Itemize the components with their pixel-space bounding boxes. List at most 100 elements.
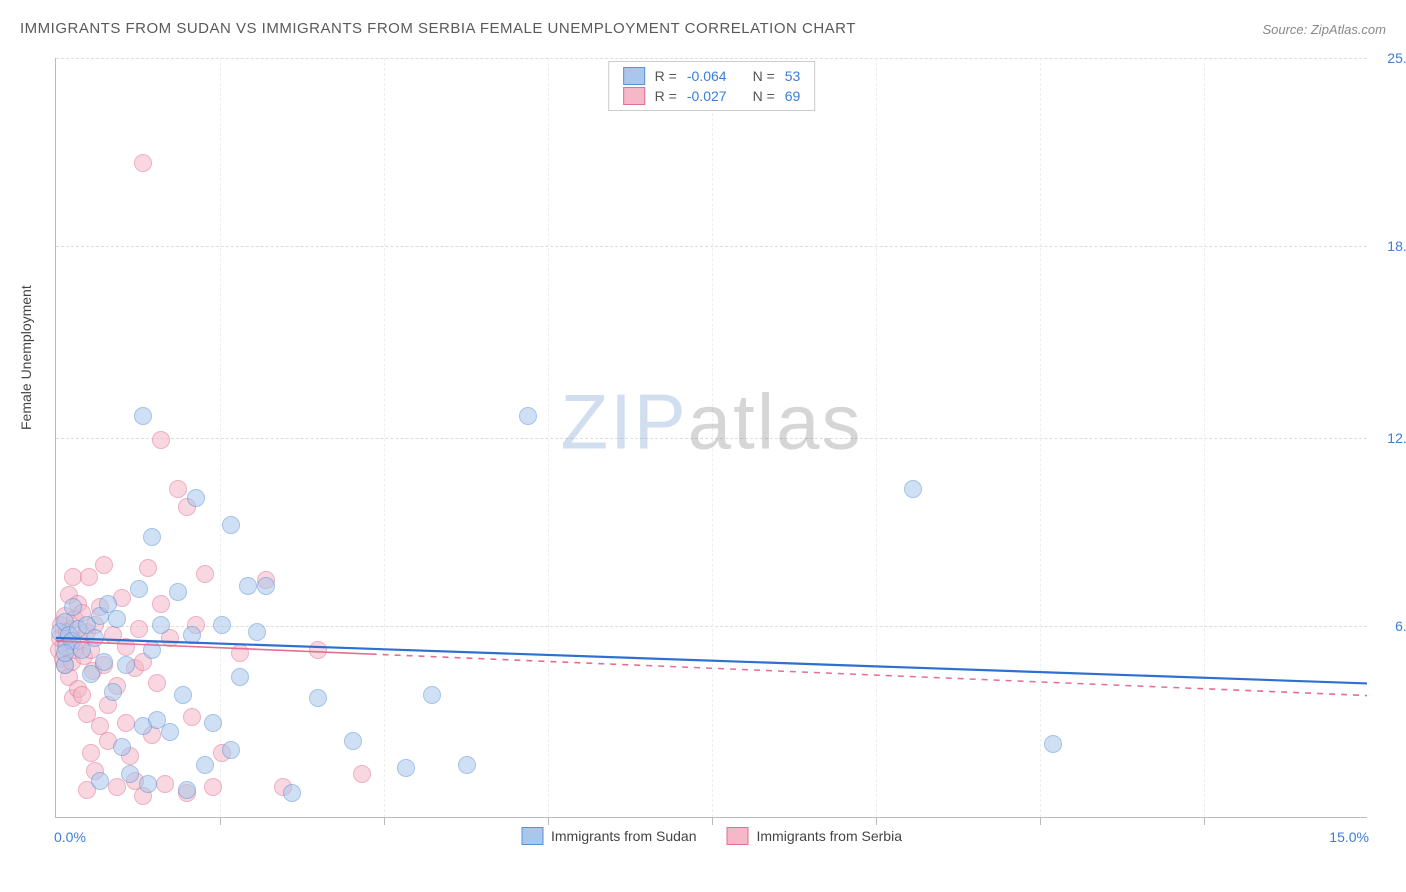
data-point-sudan: [86, 629, 104, 647]
y-tick-label: 6.3%: [1372, 618, 1406, 634]
legend-r-value-serbia: -0.027: [687, 88, 727, 104]
x-tick: [220, 817, 221, 825]
data-point-sudan: [423, 686, 441, 704]
legend-row-serbia: R = -0.027 N = 69: [623, 86, 801, 106]
data-point-sudan: [222, 741, 240, 759]
y-tick-label: 12.5%: [1372, 430, 1406, 446]
data-point-serbia: [148, 674, 166, 692]
legend-n-label: N =: [753, 88, 775, 104]
legend-label-serbia: Immigrants from Serbia: [757, 828, 902, 844]
data-point-sudan: [56, 644, 74, 662]
y-tick-label: 18.8%: [1372, 238, 1406, 254]
data-point-sudan: [248, 623, 266, 641]
gridline-v: [548, 58, 549, 817]
data-point-serbia: [152, 431, 170, 449]
data-point-serbia: [309, 641, 327, 659]
data-point-sudan: [169, 583, 187, 601]
legend-item-serbia: Immigrants from Serbia: [727, 827, 902, 845]
data-point-serbia: [73, 686, 91, 704]
data-point-serbia: [204, 778, 222, 796]
data-point-serbia: [117, 714, 135, 732]
data-point-sudan: [239, 577, 257, 595]
data-point-sudan: [91, 772, 109, 790]
y-axis-label: Female Unemployment: [18, 285, 34, 430]
legend-swatch-serbia: [623, 87, 645, 105]
data-point-sudan: [152, 616, 170, 634]
data-point-sudan: [213, 616, 231, 634]
data-point-serbia: [152, 595, 170, 613]
gridline-v: [876, 58, 877, 817]
data-point-sudan: [344, 732, 362, 750]
data-point-serbia: [134, 154, 152, 172]
legend-label-sudan: Immigrants from Sudan: [551, 828, 697, 844]
source-attribution: Source: ZipAtlas.com: [1262, 22, 1386, 37]
x-tick: [384, 817, 385, 825]
correlation-legend: R = -0.064 N = 53 R = -0.027 N = 69: [608, 61, 816, 111]
data-point-sudan: [64, 598, 82, 616]
data-point-sudan: [904, 480, 922, 498]
data-point-serbia: [156, 775, 174, 793]
x-tick: [1204, 817, 1205, 825]
legend-r-value-sudan: -0.064: [687, 68, 727, 84]
data-point-serbia: [231, 644, 249, 662]
legend-swatch-sudan: [521, 827, 543, 845]
gridline-v: [220, 58, 221, 817]
data-point-sudan: [187, 489, 205, 507]
data-point-sudan: [139, 775, 157, 793]
x-tick-label: 15.0%: [1329, 829, 1369, 845]
data-point-sudan: [309, 689, 327, 707]
x-tick: [712, 817, 713, 825]
data-point-sudan: [121, 765, 139, 783]
legend-swatch-sudan: [623, 67, 645, 85]
data-point-serbia: [80, 568, 98, 586]
data-point-serbia: [353, 765, 371, 783]
data-point-serbia: [183, 708, 201, 726]
watermark-zip: ZIP: [560, 378, 687, 466]
data-point-sudan: [222, 516, 240, 534]
data-point-serbia: [139, 559, 157, 577]
gridline-v: [1204, 58, 1205, 817]
data-point-sudan: [183, 626, 201, 644]
data-point-serbia: [95, 556, 113, 574]
x-tick: [1040, 817, 1041, 825]
data-point-sudan: [283, 784, 301, 802]
x-tick-label: 0.0%: [54, 829, 86, 845]
data-point-sudan: [397, 759, 415, 777]
data-point-sudan: [108, 610, 126, 628]
gridline-v: [712, 58, 713, 817]
data-point-serbia: [169, 480, 187, 498]
chart-title: IMMIGRANTS FROM SUDAN VS IMMIGRANTS FROM…: [20, 20, 856, 37]
data-point-serbia: [196, 565, 214, 583]
data-point-sudan: [178, 781, 196, 799]
data-point-serbia: [130, 620, 148, 638]
data-point-sudan: [113, 738, 131, 756]
data-point-sudan: [104, 683, 122, 701]
data-point-sudan: [117, 656, 135, 674]
data-point-sudan: [458, 756, 476, 774]
legend-item-sudan: Immigrants from Sudan: [521, 827, 697, 845]
data-point-serbia: [117, 638, 135, 656]
series-legend: Immigrants from Sudan Immigrants from Se…: [521, 827, 902, 845]
watermark-atlas: atlas: [688, 378, 863, 466]
legend-n-value-serbia: 69: [785, 88, 801, 104]
plot-area: ZIPatlas R = -0.064 N = 53 R = -0.027 N …: [55, 58, 1367, 818]
legend-r-label: R =: [655, 68, 677, 84]
data-point-sudan: [204, 714, 222, 732]
data-point-sudan: [196, 756, 214, 774]
data-point-sudan: [519, 407, 537, 425]
legend-n-value-sudan: 53: [785, 68, 801, 84]
data-point-sudan: [143, 641, 161, 659]
source-prefix: Source:: [1262, 22, 1310, 37]
source-name: ZipAtlas.com: [1311, 22, 1386, 37]
data-point-sudan: [257, 577, 275, 595]
data-point-serbia: [82, 744, 100, 762]
data-point-sudan: [95, 653, 113, 671]
data-point-sudan: [143, 528, 161, 546]
data-point-sudan: [161, 723, 179, 741]
x-tick: [876, 817, 877, 825]
data-point-sudan: [130, 580, 148, 598]
legend-n-label: N =: [753, 68, 775, 84]
data-point-sudan: [1044, 735, 1062, 753]
data-point-sudan: [174, 686, 192, 704]
gridline-v: [1040, 58, 1041, 817]
